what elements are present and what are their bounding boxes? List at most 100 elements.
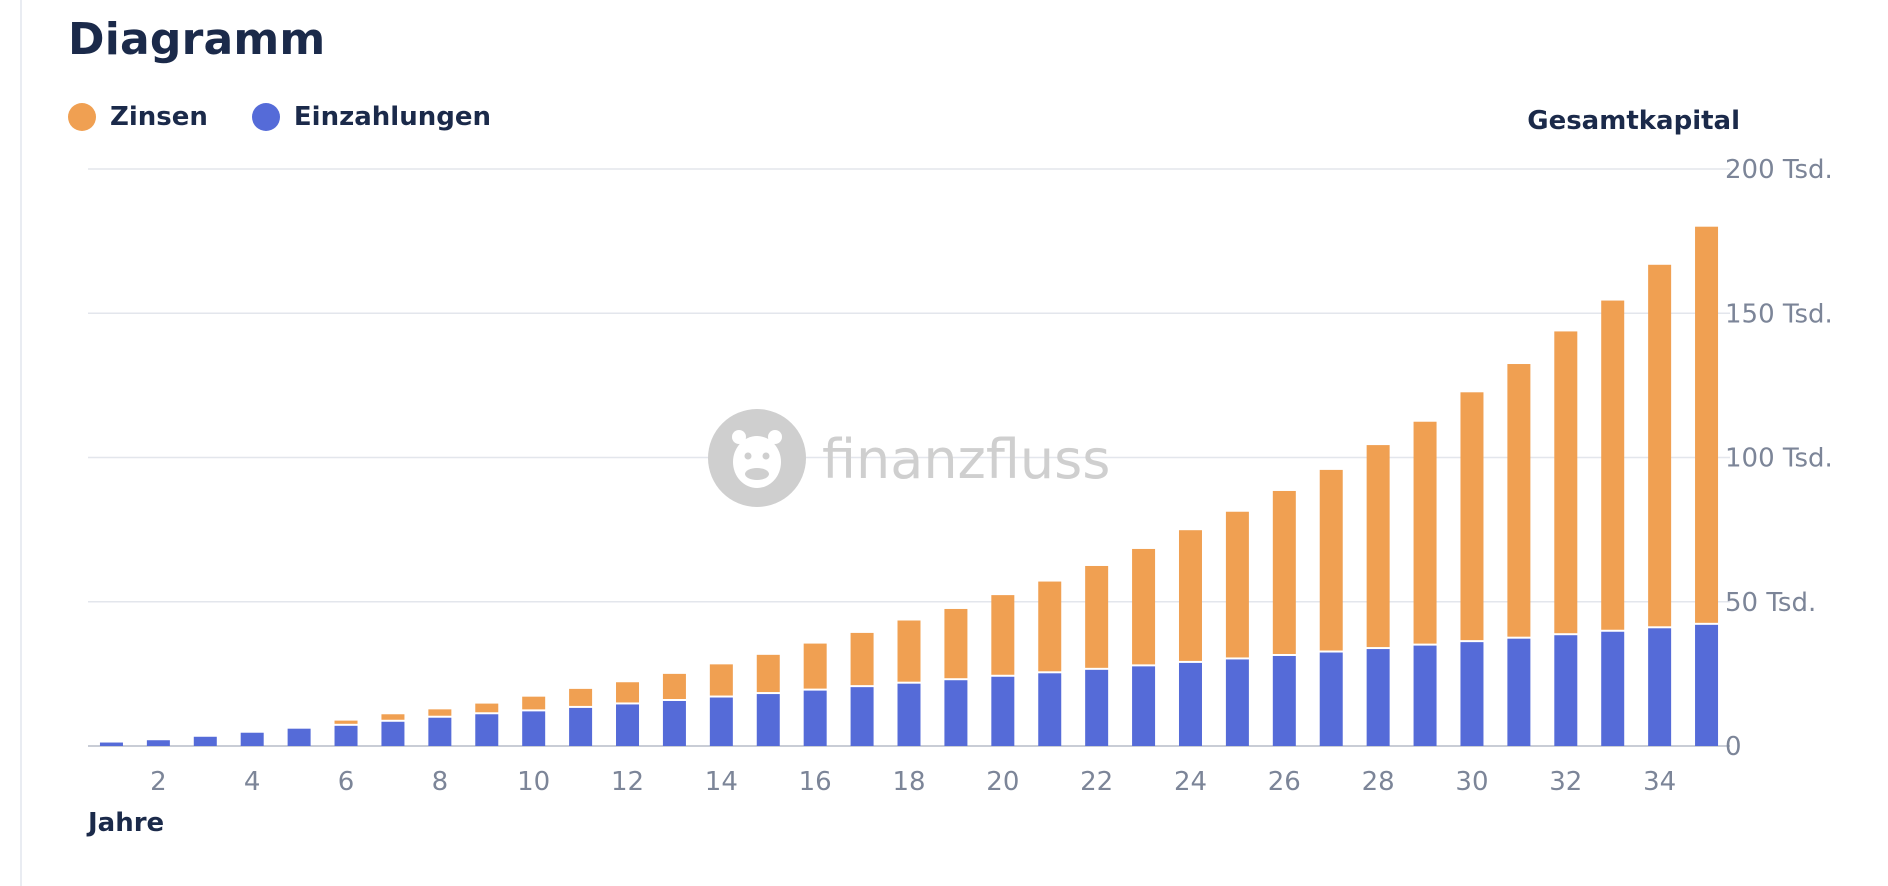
y-tick-label: 50 Tsd. bbox=[1725, 588, 1816, 618]
bar-zinsen[interactable] bbox=[1225, 511, 1249, 658]
x-tick-label: 16 bbox=[799, 767, 832, 797]
x-tick-label: 28 bbox=[1362, 767, 1395, 797]
y-tick-label: 0 bbox=[1725, 732, 1742, 762]
bar-einzahlungen[interactable] bbox=[569, 707, 593, 746]
x-tick-label: 20 bbox=[986, 767, 1019, 797]
bar-zinsen[interactable] bbox=[756, 654, 780, 693]
y-tick-labels: 0 50 Tsd. 100 Tsd. 150 Tsd. 200 Tsd. bbox=[1725, 155, 1833, 762]
legend-item-zinsen[interactable]: Zinsen bbox=[68, 102, 208, 132]
bars bbox=[99, 226, 1719, 746]
bar-einzahlungen[interactable] bbox=[193, 736, 217, 746]
page-title: Diagramm bbox=[68, 14, 326, 65]
bar-einzahlungen[interactable] bbox=[522, 711, 546, 746]
bar-zinsen[interactable] bbox=[1132, 548, 1156, 665]
left-divider bbox=[20, 0, 22, 886]
y-tick-label: 150 Tsd. bbox=[1725, 299, 1833, 329]
watermark: finanzfluss bbox=[708, 409, 1110, 507]
bar-einzahlungen[interactable] bbox=[803, 690, 827, 746]
bar-zinsen[interactable] bbox=[944, 608, 968, 679]
x-tick-label: 26 bbox=[1268, 767, 1301, 797]
bar-zinsen[interactable] bbox=[616, 682, 640, 703]
x-tick-labels: 2 4 6 8 10 12 14 16 18 20 22 24 26 28 30 32 34 bbox=[150, 767, 1676, 797]
x-tick-label: 8 bbox=[432, 767, 449, 797]
bar-einzahlungen[interactable] bbox=[1554, 635, 1578, 746]
legend-dot-zinsen bbox=[68, 103, 96, 131]
bar-zinsen[interactable] bbox=[475, 703, 499, 713]
bar-zinsen[interactable] bbox=[1366, 445, 1390, 648]
bar-zinsen[interactable] bbox=[1413, 421, 1437, 644]
bar-einzahlungen[interactable] bbox=[1507, 638, 1531, 746]
bar-einzahlungen[interactable] bbox=[1132, 666, 1156, 746]
x-tick-label: 12 bbox=[611, 767, 644, 797]
bar-zinsen[interactable] bbox=[569, 688, 593, 706]
bar-zinsen[interactable] bbox=[1319, 469, 1343, 651]
bar-zinsen[interactable] bbox=[1038, 581, 1062, 672]
bar-zinsen[interactable] bbox=[1648, 264, 1672, 627]
bar-zinsen[interactable] bbox=[803, 643, 827, 689]
bar-einzahlungen[interactable] bbox=[756, 694, 780, 746]
x-tick-label: 32 bbox=[1549, 767, 1582, 797]
bar-einzahlungen[interactable] bbox=[850, 687, 874, 746]
bar-einzahlungen[interactable] bbox=[1601, 631, 1625, 746]
bar-einzahlungen[interactable] bbox=[428, 717, 452, 746]
legend-item-einzahlungen[interactable]: Einzahlungen bbox=[251, 102, 491, 132]
bar-einzahlungen[interactable] bbox=[240, 732, 264, 746]
bar-einzahlungen[interactable] bbox=[1225, 659, 1249, 746]
bar-einzahlungen[interactable] bbox=[1460, 642, 1484, 746]
bar-einzahlungen[interactable] bbox=[944, 680, 968, 746]
bar-zinsen[interactable] bbox=[1554, 331, 1578, 634]
legend-dot-einzahlungen bbox=[251, 103, 280, 131]
bar-einzahlungen[interactable] bbox=[1366, 649, 1390, 746]
chart-legend: Zinsen Einzahlungen bbox=[68, 102, 535, 132]
x-tick-label: 24 bbox=[1174, 767, 1207, 797]
bar-zinsen[interactable] bbox=[1272, 490, 1296, 654]
bar-einzahlungen[interactable] bbox=[616, 704, 640, 746]
bar-einzahlungen[interactable] bbox=[475, 714, 499, 746]
bar-einzahlungen[interactable] bbox=[1413, 645, 1437, 746]
bar-zinsen[interactable] bbox=[991, 595, 1015, 675]
bar-zinsen[interactable] bbox=[428, 709, 452, 716]
bar-einzahlungen[interactable] bbox=[662, 700, 686, 746]
x-tick-label: 14 bbox=[705, 767, 738, 797]
bar-zinsen[interactable] bbox=[1695, 226, 1719, 623]
bar-einzahlungen[interactable] bbox=[1272, 655, 1296, 746]
bar-einzahlungen[interactable] bbox=[381, 721, 405, 746]
bar-zinsen[interactable] bbox=[897, 620, 921, 682]
hippo-logo-icon bbox=[708, 409, 806, 507]
bar-zinsen[interactable] bbox=[709, 664, 733, 696]
legend-label-einzahlungen: Einzahlungen bbox=[293, 102, 491, 132]
bar-zinsen[interactable] bbox=[381, 714, 405, 720]
x-tick-label: 30 bbox=[1455, 767, 1488, 797]
x-tick-label: 22 bbox=[1080, 767, 1113, 797]
bar-zinsen[interactable] bbox=[1460, 392, 1484, 641]
bar-zinsen[interactable] bbox=[1601, 300, 1625, 630]
bar-zinsen[interactable] bbox=[1178, 530, 1202, 661]
bar-einzahlungen[interactable] bbox=[1085, 669, 1109, 746]
y-tick-label: 100 Tsd. bbox=[1725, 444, 1833, 474]
watermark-text: finanzfluss bbox=[822, 428, 1110, 491]
legend-label-zinsen: Zinsen bbox=[110, 102, 208, 132]
bar-einzahlungen[interactable] bbox=[1319, 652, 1343, 746]
bar-zinsen[interactable] bbox=[334, 720, 358, 724]
bar-einzahlungen[interactable] bbox=[99, 742, 123, 746]
bar-einzahlungen[interactable] bbox=[991, 676, 1015, 746]
x-tick-label: 34 bbox=[1643, 767, 1676, 797]
bar-einzahlungen[interactable] bbox=[1648, 628, 1672, 746]
y-axis-title: Gesamtkapital bbox=[1527, 106, 1740, 136]
bar-zinsen[interactable] bbox=[662, 673, 686, 699]
bar-zinsen[interactable] bbox=[1507, 364, 1531, 637]
bar-einzahlungen[interactable] bbox=[146, 740, 170, 746]
bar-zinsen[interactable] bbox=[1085, 565, 1109, 668]
x-tick-label: 6 bbox=[338, 767, 355, 797]
bar-zinsen[interactable] bbox=[522, 696, 546, 710]
bar-einzahlungen[interactable] bbox=[1038, 673, 1062, 746]
bar-einzahlungen[interactable] bbox=[287, 728, 311, 746]
bar-einzahlungen[interactable] bbox=[334, 725, 358, 746]
bar-einzahlungen[interactable] bbox=[1695, 624, 1719, 746]
x-tick-label: 2 bbox=[150, 767, 167, 797]
bar-zinsen[interactable] bbox=[850, 632, 874, 686]
bar-einzahlungen[interactable] bbox=[1178, 662, 1202, 746]
bar-einzahlungen[interactable] bbox=[709, 697, 733, 746]
bar-einzahlungen[interactable] bbox=[897, 683, 921, 746]
